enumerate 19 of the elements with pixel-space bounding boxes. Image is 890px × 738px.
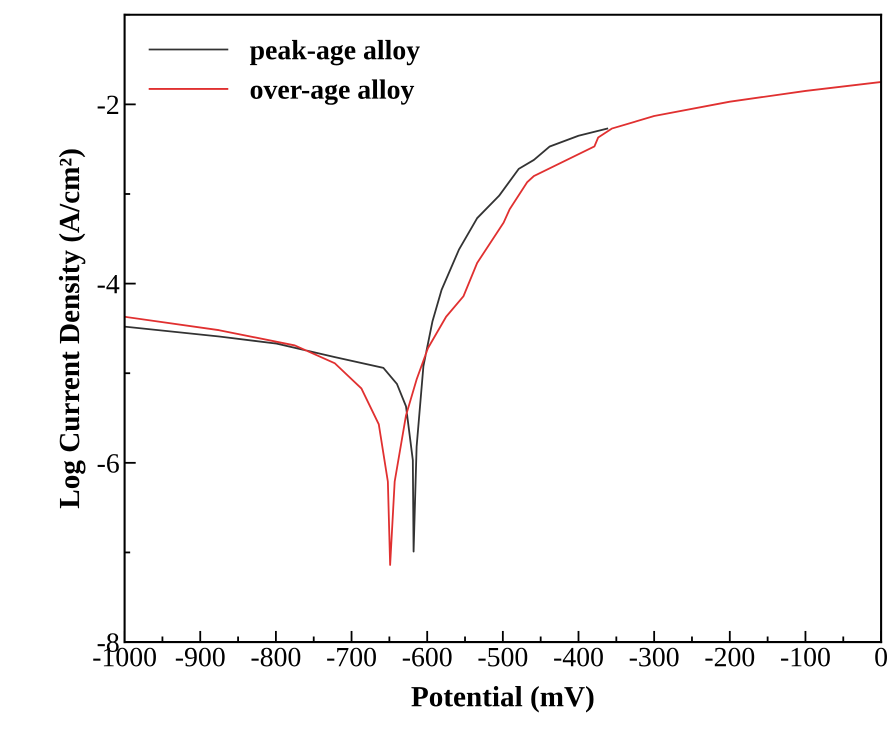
x-axis-title: Potential (mV) bbox=[411, 686, 594, 712]
y-tick-label: -4 bbox=[98, 274, 120, 294]
x-tick-label: -800 bbox=[251, 648, 300, 666]
x-tick-label: -600 bbox=[402, 648, 452, 666]
x-tick-label: -900 bbox=[176, 648, 225, 666]
x-tick-label: -400 bbox=[554, 648, 603, 666]
x-tick-label: -500 bbox=[478, 648, 528, 666]
x-tick-label: -300 bbox=[630, 648, 679, 666]
y-axis-title: Log Current Density (A/cm²) bbox=[58, 149, 86, 508]
x-tick-label: -100 bbox=[781, 648, 830, 666]
y-tick-label: -6 bbox=[98, 454, 119, 473]
legend-label: peak-age alloy bbox=[250, 40, 420, 66]
x-tick-label: 0 bbox=[875, 648, 887, 666]
legend-label: over-age alloy bbox=[250, 79, 414, 105]
x-tick-label: -200 bbox=[705, 648, 754, 666]
line-series bbox=[124, 128, 608, 552]
line-series bbox=[124, 81, 882, 566]
x-tick-label: -700 bbox=[327, 648, 376, 666]
y-tick-label: -2 bbox=[98, 96, 118, 114]
